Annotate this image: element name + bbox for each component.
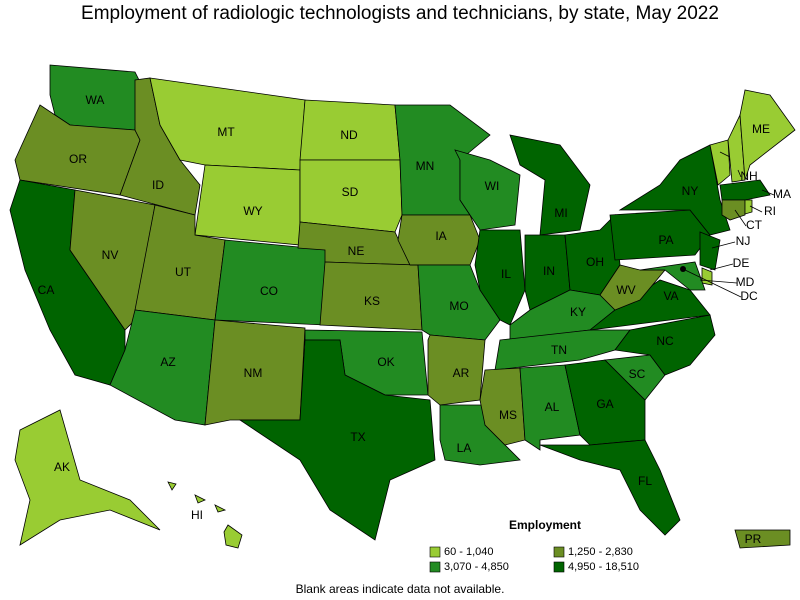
state-label: CO <box>260 284 278 298</box>
state-shape <box>618 144 731 236</box>
map-title: Employment of radiologic technologists a… <box>81 3 719 24</box>
state-label: HI <box>191 508 203 522</box>
state-label: WV <box>616 283 635 297</box>
state-shape <box>299 159 403 233</box>
state-label: AR <box>453 366 470 380</box>
state-shape <box>539 439 681 536</box>
state-label: SC <box>629 367 646 381</box>
leader-line <box>749 205 763 213</box>
legend-swatch <box>429 546 441 558</box>
legend-label: 60 - 1,040 <box>444 546 494 558</box>
state-label: MS <box>499 408 517 422</box>
state-shape <box>474 229 526 326</box>
state-label: MO <box>449 299 468 313</box>
legend: 60 - 1,040 1,250 - 2,830 3,070 - 4,850 4,95… <box>429 546 639 573</box>
leader-line <box>682 268 742 298</box>
state-label: AZ <box>160 355 175 369</box>
leader-line <box>734 209 747 227</box>
legend-label: 4,950 - 18,510 <box>568 561 639 573</box>
state-shape <box>739 89 796 181</box>
state-label: OK <box>377 355 394 369</box>
leader-line <box>711 241 736 249</box>
states: WA OR CA NV ID MT WY UT CO AZ NM ND SD NE KS OK TX MN IA MO… <box>9 64 796 549</box>
leader-line <box>709 263 734 271</box>
state-label: IL <box>501 267 511 281</box>
state-shape <box>614 314 716 376</box>
leader-line <box>761 189 775 196</box>
state-label: UT <box>175 265 192 279</box>
state-label: TN <box>551 343 567 357</box>
state-label: DE <box>733 256 750 270</box>
state-label: NJ <box>736 234 751 248</box>
state-label: OH <box>586 255 604 269</box>
state-label: KS <box>364 294 380 308</box>
state-label: MA <box>773 187 791 201</box>
state-shape <box>744 199 753 215</box>
state-label: VA <box>663 289 678 303</box>
state-shape <box>167 481 243 549</box>
state-shape <box>14 409 161 546</box>
state-label: WY <box>243 204 262 218</box>
legend-swatch <box>429 561 441 573</box>
state-label: OR <box>69 152 87 166</box>
state-label: MI <box>554 206 567 220</box>
state-label: PA <box>658 233 673 247</box>
state-shape <box>699 231 721 271</box>
state-shape <box>639 261 706 291</box>
state-label: GA <box>596 397 613 411</box>
state-label: TX <box>350 430 365 444</box>
state-label: WI <box>485 179 500 193</box>
legend-swatch <box>553 546 565 558</box>
state-label: NY <box>682 184 699 198</box>
state-label: AK <box>54 460 70 474</box>
state-shape <box>69 189 156 331</box>
state-label: ND <box>340 128 358 142</box>
state-label: PR <box>745 532 762 546</box>
state-label: ID <box>152 178 164 192</box>
state-label: NM <box>244 366 263 380</box>
state-shape <box>509 134 591 236</box>
state-label: FL <box>638 474 652 488</box>
state-shape <box>734 529 791 549</box>
state-label: NV <box>102 248 119 262</box>
legend-label: 3,070 - 4,850 <box>444 561 509 573</box>
state-shape <box>238 339 436 541</box>
footnote: Blank areas indicate data not available. <box>296 582 505 596</box>
state-shape <box>709 139 731 186</box>
state-label: NC <box>656 334 674 348</box>
state-label: ME <box>752 122 770 136</box>
state-label: CA <box>38 283 55 297</box>
state-label: NE <box>348 244 365 258</box>
state-label: SD <box>342 185 359 199</box>
state-label: MD <box>736 275 755 289</box>
state-label: IN <box>543 264 555 278</box>
state-label: MT <box>217 125 235 139</box>
state-label: DC <box>740 289 758 303</box>
state-shape <box>214 239 331 326</box>
legend-label: 1,250 - 2,830 <box>568 546 633 558</box>
state-label: LA <box>457 441 472 455</box>
state-shape <box>721 199 746 221</box>
state-label: RI <box>764 204 776 218</box>
state-label: WA <box>86 93 105 107</box>
legend-swatch <box>553 561 565 573</box>
state-label: KY <box>570 305 586 319</box>
state-label: AL <box>545 400 560 414</box>
state-label: MN <box>416 159 435 173</box>
leader-line <box>737 169 742 178</box>
state-label: IA <box>435 229 446 243</box>
state-label: CT <box>746 218 763 232</box>
legend-title: Employment <box>509 518 581 532</box>
state-shape <box>719 179 771 201</box>
